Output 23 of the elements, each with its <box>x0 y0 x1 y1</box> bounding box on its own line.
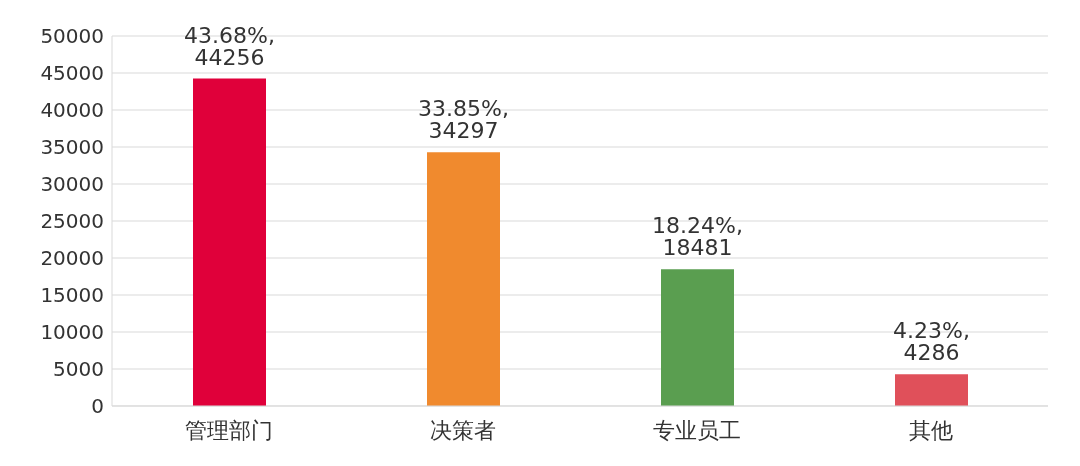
y-tick-label: 20000 <box>40 246 104 271</box>
data-label: 33.85%, 34297 <box>418 96 509 144</box>
x-tick-label: 专业员工 <box>653 417 741 443</box>
y-tick-label: 45000 <box>40 61 104 86</box>
y-tick-label: 0 <box>91 394 104 419</box>
x-tick-label: 其他 <box>909 417 953 443</box>
y-tick-label: 35000 <box>40 135 104 160</box>
y-tick-label: 5000 <box>53 357 104 382</box>
data-label: 4.23%, 4286 <box>893 318 970 366</box>
bar <box>895 374 968 406</box>
data-label: 18.24%, 18481 <box>652 213 743 261</box>
bar <box>661 269 734 406</box>
y-tick-label: 40000 <box>40 98 104 123</box>
x-tick-label: 决策者 <box>430 417 496 443</box>
y-tick-label: 30000 <box>40 172 104 197</box>
x-tick-label: 管理部门 <box>185 417 273 443</box>
y-tick-label: 10000 <box>40 320 104 345</box>
data-label: 43.68%, 44256 <box>184 22 275 70</box>
y-tick-label: 25000 <box>40 209 104 234</box>
y-tick-label: 15000 <box>40 283 104 308</box>
bar <box>427 152 500 406</box>
bar <box>193 78 266 406</box>
y-tick-label: 50000 <box>40 24 104 49</box>
